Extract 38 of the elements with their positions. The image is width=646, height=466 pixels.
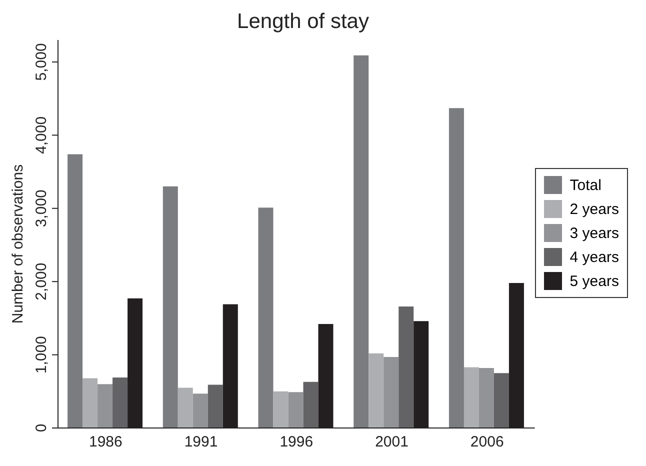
bar [273, 391, 288, 428]
bar [208, 384, 223, 428]
legend-label: 3 years [570, 224, 619, 242]
y-tick-label: 3,000 [33, 190, 50, 228]
bar [494, 373, 509, 428]
y-tick-label: 5,000 [33, 43, 50, 81]
x-tick-label: 1996 [280, 434, 314, 451]
y-axis-title: Number of observations [9, 164, 26, 324]
y-tick-label: 1,000 [33, 336, 50, 374]
bar [258, 208, 274, 428]
bar [398, 306, 414, 428]
y-tick-label: 2,000 [33, 262, 50, 300]
x-tick-label: 1991 [184, 434, 218, 451]
bar [68, 154, 83, 428]
y-tick-label: 0 [33, 424, 50, 432]
bar [288, 392, 304, 428]
bar [98, 384, 113, 428]
bar [464, 367, 479, 428]
bar [178, 388, 193, 428]
bar [354, 55, 369, 428]
bar [448, 108, 464, 428]
legend-label: 4 years [570, 248, 619, 266]
legend-label: 2 years [570, 200, 619, 218]
bar [478, 368, 494, 428]
bar [368, 353, 384, 428]
bar [303, 382, 318, 428]
x-tick-label: 2001 [375, 434, 408, 451]
x-tick-label: 1986 [88, 434, 122, 451]
y-tick-label: 4,000 [33, 116, 50, 154]
bar [162, 186, 178, 428]
legend-label: Total [570, 176, 602, 194]
legend-label: 5 years [570, 272, 619, 290]
bar [82, 378, 98, 428]
chart-title: Length of stay [236, 10, 370, 34]
bar [192, 394, 208, 428]
bar [112, 377, 128, 428]
bar [384, 356, 399, 428]
x-tick-label: 2006 [470, 434, 504, 451]
